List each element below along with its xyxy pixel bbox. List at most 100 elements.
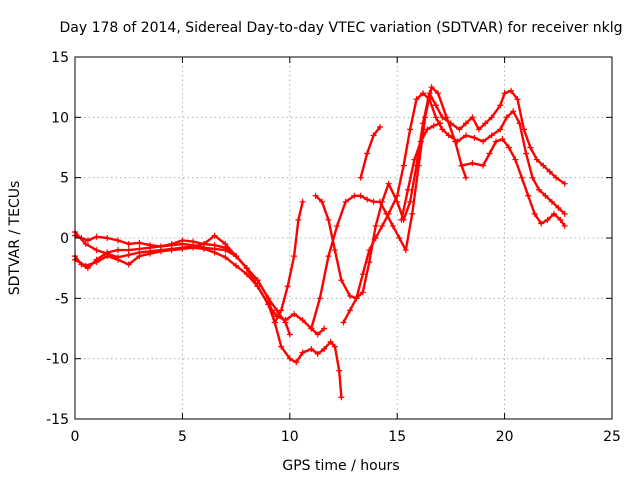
data-point [514,96,521,103]
data-point [157,248,164,255]
data-point [342,198,349,205]
data-point [512,156,519,163]
y-tick-label: 15 [51,50,69,66]
data-point [413,162,420,169]
data-point [372,235,379,241]
data-point [321,346,328,353]
data-point [447,120,454,127]
data-point [364,196,371,203]
data-point [527,144,534,151]
data-point [357,192,364,199]
data-point [125,241,132,248]
data-point [430,122,437,129]
x-tick-label: 25 [603,429,621,445]
data-point [325,253,332,260]
data-point [432,114,439,121]
data-point [385,180,392,187]
data-point [503,114,510,121]
data-point [243,271,250,278]
data-point [561,180,568,187]
series-track-7 [340,90,568,326]
data-point [497,102,504,109]
data-point [501,90,508,97]
x-tick-label: 20 [496,429,514,445]
data-point [359,271,366,278]
data-point [486,150,493,157]
data-point [93,259,100,266]
data-point [402,247,409,254]
data-point [222,244,229,251]
data-point [366,247,373,254]
data-point [211,232,218,239]
data-point [93,233,100,240]
data-point [428,84,435,91]
data-point [319,198,326,205]
data-point [273,307,280,314]
data-point [424,126,431,133]
data-point [482,120,489,127]
data-series [72,84,568,401]
data-point [284,283,291,290]
data-point [475,126,482,133]
data-point [525,192,532,199]
data-point [359,289,366,296]
data-point [409,210,416,217]
data-point [211,242,218,249]
data-point [426,96,433,103]
series-track-9 [398,120,444,223]
data-point [125,261,132,268]
data-point [265,295,272,302]
data-point [419,120,426,127]
x-tick-label: 15 [388,429,406,445]
data-point [396,235,403,241]
data-point [321,325,328,332]
data-point [437,120,444,127]
data-point [394,192,401,199]
data-point [454,138,461,145]
data-point [407,198,414,205]
data-point [456,126,463,133]
grid-lines [75,57,612,419]
data-point [458,162,465,169]
y-tick-label: 5 [60,171,69,187]
x-tick-label: 5 [178,429,187,445]
data-point [291,311,298,318]
data-point [432,102,439,109]
data-point [533,156,540,163]
data-point [439,114,446,121]
data-point [370,132,377,139]
series-track-5 [308,84,469,332]
data-point [557,216,564,223]
data-point [407,126,414,133]
data-point [325,216,332,223]
y-tick-label: -10 [46,352,69,368]
series-line [460,137,566,228]
data-point [293,359,300,366]
data-point [136,253,143,260]
data-point [435,90,442,97]
chart-title: Day 178 of 2014, Sidereal Day-to-day VTE… [60,20,623,36]
data-point [82,262,89,269]
data-point [331,247,338,254]
data-point [353,295,360,302]
data-point [553,174,560,181]
data-point [114,256,121,263]
data-point [93,247,100,254]
series-line [73,246,326,336]
data-point [413,96,420,103]
data-point [351,192,358,199]
data-point [385,210,392,217]
data-point [299,198,306,205]
data-point [544,216,551,223]
data-point [364,150,371,157]
y-tick-labels: -15 -10 -5 0 5 10 15 [46,50,69,428]
data-point [136,245,143,252]
x-tick-label: 0 [71,429,80,445]
data-point [308,325,315,332]
data-point [190,244,197,251]
data-point [419,90,426,97]
data-point [535,186,542,193]
data-point [338,394,345,401]
series-line [359,125,382,179]
